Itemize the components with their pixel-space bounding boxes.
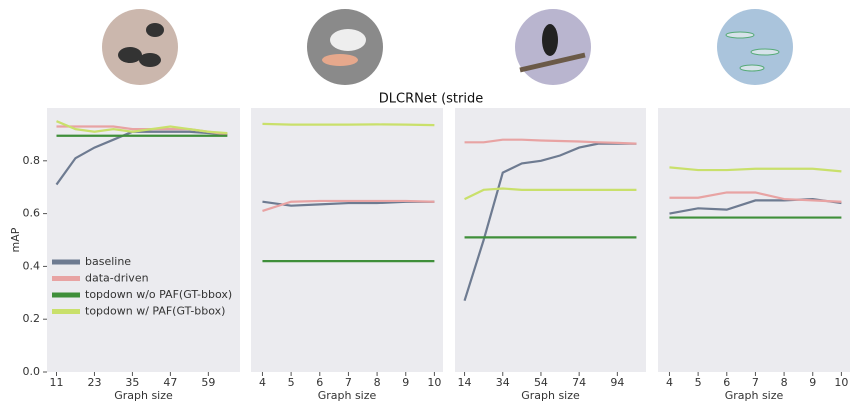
chart: DLCRNet (stride 1123354759Graph size4567… (0, 0, 862, 406)
icon-detail (322, 54, 358, 66)
icon-detail (146, 23, 164, 37)
x-tick-label: 7 (752, 376, 759, 389)
legend-label: topdown w/o PAF(GT-bbox) (85, 288, 232, 301)
y-tick-label: 0.4 (23, 259, 41, 272)
x-tick-label: 34 (496, 376, 510, 389)
fish-icon (717, 9, 793, 85)
plot-area (658, 108, 850, 372)
plot-area (251, 108, 443, 372)
icon-detail (330, 29, 366, 51)
mouse-icon (102, 9, 178, 85)
plot-area (47, 108, 240, 372)
x-tick-label: 7 (345, 376, 352, 389)
icon-detail (740, 65, 764, 71)
y-tick-label: 0.0 (23, 365, 41, 378)
x-tick-label: 54 (534, 376, 548, 389)
x-tick-label: 5 (288, 376, 295, 389)
series-line (262, 124, 434, 125)
x-tick-label: 6 (723, 376, 730, 389)
y-axis-label: mAP (9, 227, 22, 252)
chart-title: DLCRNet (stride (379, 92, 483, 107)
x-axis-label: Graph size (725, 389, 784, 402)
page: DLCRNet (stride 1123354759Graph size4567… (0, 0, 862, 406)
icon-detail (118, 47, 142, 63)
x-tick-label: 10 (834, 376, 848, 389)
x-tick-label: 9 (809, 376, 816, 389)
x-tick-label: 5 (695, 376, 702, 389)
icon-detail (726, 32, 754, 38)
x-tick-label: 59 (201, 376, 215, 389)
y-tick-label: 0.6 (23, 207, 41, 220)
x-tick-label: 4 (666, 376, 673, 389)
x-tick-label: 23 (87, 376, 101, 389)
x-axis-label: Graph size (114, 389, 173, 402)
x-tick-label: 8 (374, 376, 381, 389)
x-tick-label: 35 (125, 376, 139, 389)
icon-detail (139, 53, 161, 67)
icons (102, 9, 793, 85)
legend-label: baseline (85, 255, 131, 268)
x-axis-label: Graph size (521, 389, 580, 402)
x-tick-label: 10 (427, 376, 441, 389)
legend-label: data-driven (85, 272, 149, 285)
x-tick-label: 94 (610, 376, 624, 389)
x-tick-label: 4 (259, 376, 266, 389)
icon-detail (751, 49, 779, 55)
x-axis-label: Graph size (318, 389, 377, 402)
x-tick-label: 14 (458, 376, 472, 389)
x-tick-label: 74 (572, 376, 586, 389)
x-tick-label: 9 (402, 376, 409, 389)
y-tick-label: 0.2 (23, 312, 41, 325)
y-tick-label: 0.8 (23, 154, 41, 167)
x-tick-label: 11 (49, 376, 63, 389)
x-tick-label: 6 (316, 376, 323, 389)
legend-label: topdown w/ PAF(GT-bbox) (85, 305, 225, 318)
icon-detail (542, 24, 558, 56)
x-tick-label: 47 (163, 376, 177, 389)
x-tick-label: 8 (781, 376, 788, 389)
